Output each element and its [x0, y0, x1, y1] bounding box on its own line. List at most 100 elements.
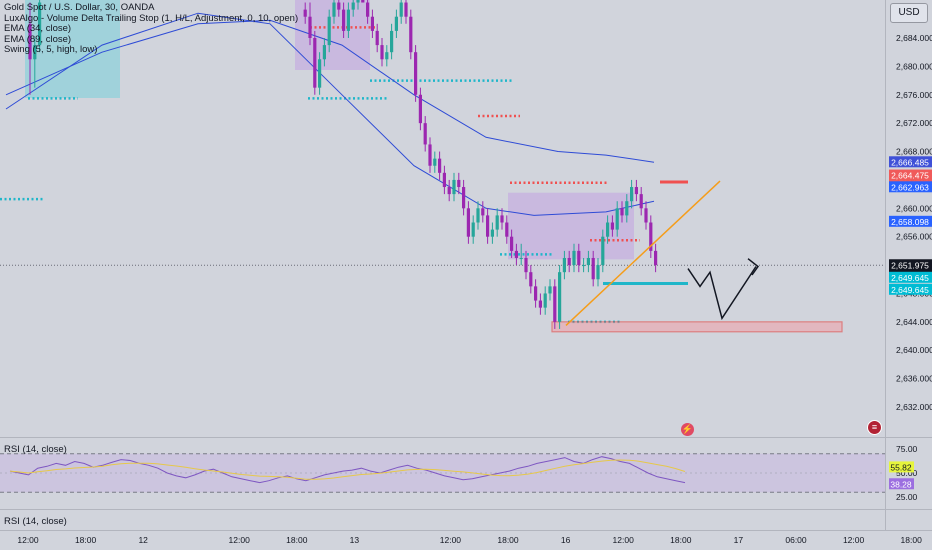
indicator-ema-34[interactable]: EMA (34, close) [4, 23, 72, 34]
candle [361, 0, 365, 3]
price-tick-label: 2,640.000 [896, 345, 932, 355]
candle [409, 16, 413, 53]
price-pane [0, 0, 932, 437]
price-tick-label: 2,660.000 [896, 203, 932, 213]
time-tick-label: 06:00 [785, 535, 807, 545]
time-tick-label: 17 [734, 535, 744, 545]
indicator-ema-89[interactable]: EMA (89, close) [4, 33, 72, 45]
flash-icon[interactable]: ⚡ [681, 423, 694, 436]
rsi-legend-1[interactable]: RSI (14, close) [4, 444, 67, 455]
candle [534, 286, 538, 301]
candle [342, 9, 346, 31]
candle [447, 187, 451, 195]
flag-icon[interactable]: ≡ [867, 420, 882, 435]
time-tick-label: 16 [561, 535, 571, 545]
candle [644, 208, 648, 223]
candle [510, 236, 514, 251]
price-badge [889, 215, 932, 227]
price-tick-label: 2,636.000 [896, 374, 932, 384]
candle [375, 30, 379, 46]
candle [538, 300, 542, 308]
time-tick-label: 18:00 [670, 535, 692, 545]
candle [394, 16, 398, 31]
price-badge [889, 271, 932, 283]
indicator-swing[interactable]: Swing (5, 5, high, low) [4, 44, 98, 55]
price-tick-label: 2,656.000 [896, 232, 932, 242]
price-tick-label: 2,676.000 [896, 90, 932, 100]
candle [351, 2, 355, 10]
candle [529, 272, 533, 287]
candle [572, 250, 576, 266]
candle [606, 222, 610, 237]
candle [370, 16, 374, 31]
candle [385, 52, 389, 60]
candle [404, 2, 408, 17]
time-tick-label: 18:00 [497, 535, 519, 545]
price-badge-label: 2,662.963 [891, 182, 929, 192]
rsi-tick-label: 25.00 [896, 492, 918, 502]
candle [610, 222, 614, 230]
ema-89-line [5, 19, 655, 163]
ema-34-line [5, 12, 655, 216]
candle [322, 45, 326, 60]
candle [433, 158, 437, 166]
time-tick-label: 12:00 [613, 535, 635, 545]
price-badge [889, 156, 932, 168]
projection-arrowhead [747, 258, 760, 276]
symbol-title[interactable]: Gold Spot / U.S. Dollar, 30, OANDA [4, 2, 155, 13]
candle [471, 222, 475, 237]
price-badge [889, 283, 932, 295]
price-tick-label: 2,672.000 [896, 118, 932, 128]
candle [346, 9, 350, 31]
time-tick-label: 18:00 [286, 535, 308, 545]
time-tick-label: 12 [138, 535, 148, 545]
candle [548, 286, 552, 294]
candle [486, 215, 490, 237]
chart-legend: Gold Spot / U.S. Dollar, 30, OANDA LuxAl… [4, 2, 299, 56]
currency-selector[interactable]: USD [890, 3, 928, 23]
candle [337, 2, 341, 10]
candle [303, 9, 307, 17]
candle [558, 272, 562, 322]
rsi-tick-label: 75.00 [896, 444, 918, 454]
candle [418, 94, 422, 124]
candle [399, 2, 403, 17]
time-tick-label: 12:00 [229, 535, 251, 545]
price-badge [889, 169, 932, 181]
price-badge-label: 2,651.975 [891, 260, 929, 270]
rsi-badge-label: 55.82 [890, 462, 912, 472]
price-tick-label: 2,684.000 [896, 33, 932, 43]
candle [423, 123, 427, 145]
candle [553, 286, 557, 322]
candle [586, 257, 590, 266]
candle [33, 45, 37, 60]
candle [601, 236, 605, 266]
candle [356, 0, 360, 3]
time-tick-label: 12:00 [17, 535, 39, 545]
rsi-legend-2[interactable]: RSI (14, close) [4, 516, 67, 527]
candle [366, 2, 370, 17]
candle [438, 158, 442, 173]
candle [505, 222, 509, 237]
price-badge [889, 181, 932, 193]
rsi-badge-label: 38.28 [890, 479, 912, 489]
time-tick-label: 18:00 [901, 535, 923, 545]
price-tick-label: 2,680.000 [896, 61, 932, 71]
indicator-luxalgo[interactable]: LuxAlgo - Volume Delta Trailing Stop (1,… [4, 12, 299, 24]
rsi-line [9, 456, 686, 484]
candle [38, 2, 42, 46]
price-tick-label: 2,668.000 [896, 147, 932, 157]
time-tick-label: 12:00 [843, 535, 865, 545]
candle [514, 250, 518, 258]
candle [490, 229, 494, 237]
time-tick-label: 12:00 [440, 535, 462, 545]
candle [500, 215, 504, 223]
rsi-badge [889, 461, 914, 473]
candle [596, 265, 600, 280]
candle [562, 257, 566, 273]
candle [481, 208, 485, 216]
rsi-band [0, 453, 885, 493]
candle [414, 52, 418, 95]
